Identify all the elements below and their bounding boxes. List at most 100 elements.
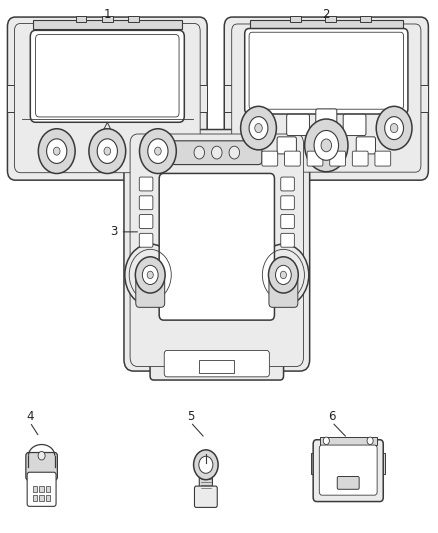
Circle shape: [229, 146, 240, 159]
Bar: [76, 16, 86, 22]
FancyBboxPatch shape: [330, 151, 346, 166]
FancyBboxPatch shape: [281, 215, 294, 229]
FancyBboxPatch shape: [286, 114, 309, 135]
Circle shape: [367, 437, 373, 445]
FancyBboxPatch shape: [269, 278, 298, 308]
Bar: [224, 85, 234, 112]
FancyBboxPatch shape: [316, 109, 337, 126]
Circle shape: [147, 271, 153, 279]
FancyBboxPatch shape: [343, 114, 366, 135]
Circle shape: [46, 139, 67, 164]
FancyBboxPatch shape: [224, 17, 428, 180]
FancyBboxPatch shape: [139, 233, 153, 247]
FancyBboxPatch shape: [307, 151, 323, 166]
Circle shape: [142, 265, 158, 285]
Bar: [360, 16, 371, 22]
Circle shape: [321, 139, 332, 152]
Text: 1: 1: [103, 9, 111, 21]
FancyBboxPatch shape: [375, 151, 391, 166]
Bar: [419, 85, 428, 112]
Circle shape: [104, 147, 111, 155]
Circle shape: [194, 146, 205, 159]
Bar: [46, 486, 50, 492]
FancyBboxPatch shape: [285, 151, 300, 166]
FancyBboxPatch shape: [124, 130, 310, 371]
FancyBboxPatch shape: [139, 196, 153, 209]
Circle shape: [135, 257, 165, 293]
Bar: [128, 16, 139, 22]
Bar: [320, 437, 377, 445]
Bar: [325, 16, 336, 22]
FancyBboxPatch shape: [337, 477, 359, 489]
Circle shape: [268, 257, 298, 293]
FancyBboxPatch shape: [194, 486, 217, 507]
FancyBboxPatch shape: [139, 215, 153, 229]
Bar: [46, 495, 50, 501]
FancyBboxPatch shape: [159, 173, 275, 320]
Circle shape: [125, 244, 176, 306]
Polygon shape: [102, 123, 113, 134]
Circle shape: [276, 265, 291, 285]
Circle shape: [323, 437, 329, 445]
FancyBboxPatch shape: [172, 141, 262, 165]
Circle shape: [280, 271, 286, 279]
Bar: [311, 453, 318, 474]
FancyBboxPatch shape: [30, 30, 184, 122]
Circle shape: [258, 244, 309, 306]
Bar: [33, 486, 37, 492]
Circle shape: [249, 117, 268, 140]
Circle shape: [305, 119, 348, 172]
Bar: [33, 20, 182, 29]
Circle shape: [390, 124, 398, 133]
FancyBboxPatch shape: [164, 351, 269, 377]
FancyBboxPatch shape: [130, 134, 304, 367]
Bar: [39, 495, 44, 501]
Circle shape: [39, 129, 75, 174]
Text: 5: 5: [187, 410, 194, 423]
Circle shape: [199, 456, 213, 473]
Circle shape: [255, 124, 262, 133]
FancyBboxPatch shape: [281, 233, 294, 247]
Bar: [290, 16, 301, 22]
FancyBboxPatch shape: [150, 346, 283, 380]
Circle shape: [194, 450, 218, 480]
FancyBboxPatch shape: [27, 472, 56, 506]
FancyBboxPatch shape: [356, 137, 375, 154]
Text: 4: 4: [26, 410, 34, 423]
FancyBboxPatch shape: [316, 124, 337, 141]
FancyBboxPatch shape: [199, 469, 212, 492]
Circle shape: [212, 146, 222, 159]
Bar: [7, 85, 17, 112]
Bar: [250, 20, 403, 29]
Circle shape: [376, 106, 412, 150]
Bar: [39, 486, 44, 492]
Bar: [378, 453, 385, 474]
Bar: [199, 360, 234, 373]
FancyBboxPatch shape: [26, 453, 57, 480]
Text: 6: 6: [328, 410, 336, 423]
FancyBboxPatch shape: [7, 17, 207, 180]
Circle shape: [155, 147, 161, 155]
Circle shape: [139, 129, 176, 174]
FancyBboxPatch shape: [139, 177, 153, 191]
Bar: [198, 85, 207, 112]
FancyBboxPatch shape: [281, 196, 294, 209]
FancyBboxPatch shape: [281, 177, 294, 191]
FancyBboxPatch shape: [35, 35, 179, 117]
Circle shape: [97, 139, 117, 164]
FancyBboxPatch shape: [249, 32, 403, 109]
FancyBboxPatch shape: [319, 445, 377, 495]
Circle shape: [240, 106, 276, 150]
Bar: [102, 16, 113, 22]
FancyBboxPatch shape: [313, 440, 383, 502]
FancyBboxPatch shape: [262, 151, 278, 166]
FancyBboxPatch shape: [232, 24, 421, 172]
Circle shape: [314, 131, 339, 160]
Text: 2: 2: [322, 9, 330, 21]
Circle shape: [38, 451, 45, 460]
FancyBboxPatch shape: [277, 137, 297, 154]
Text: 3: 3: [110, 225, 117, 238]
Circle shape: [89, 129, 126, 174]
Circle shape: [148, 139, 168, 164]
FancyBboxPatch shape: [352, 151, 368, 166]
